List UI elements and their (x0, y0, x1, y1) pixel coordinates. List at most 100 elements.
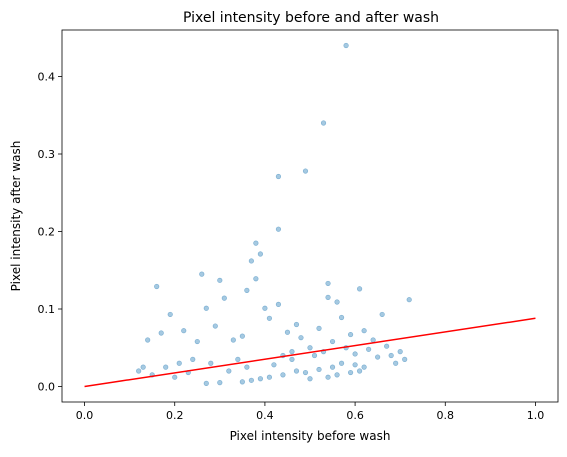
x-tick-label: 0.0 (76, 409, 94, 422)
y-tick-label: 0.4 (38, 71, 56, 84)
y-tick-label: 0.0 (38, 381, 56, 394)
data-point (222, 296, 227, 301)
y-axis-ticks: 0.0 0.1 0.2 0.3 0.4 (38, 71, 63, 394)
data-point (326, 281, 331, 286)
data-point (312, 353, 317, 358)
x-tick-label: 1.0 (527, 409, 545, 422)
data-point (407, 297, 412, 302)
y-axis-label: Pixel intensity after wash (9, 141, 23, 292)
data-point (163, 365, 168, 370)
data-point (276, 227, 281, 232)
data-point (281, 373, 286, 378)
data-point (362, 365, 367, 370)
data-point (402, 357, 407, 362)
x-tick-label: 0.4 (256, 409, 274, 422)
data-point (321, 121, 326, 126)
data-point (249, 259, 254, 264)
data-point (245, 288, 250, 293)
data-point (172, 375, 177, 380)
data-point (240, 380, 245, 385)
data-point (326, 295, 331, 300)
data-point (159, 331, 164, 336)
data-point (258, 376, 263, 381)
data-point (136, 369, 141, 374)
data-point (263, 306, 268, 311)
data-point (267, 375, 272, 380)
data-point (393, 361, 398, 366)
data-point (326, 375, 331, 380)
data-point (249, 378, 254, 383)
points-layer (136, 43, 411, 386)
data-point (227, 369, 232, 374)
data-point (213, 324, 218, 329)
data-point (276, 302, 281, 307)
data-point (290, 357, 295, 362)
data-point (258, 252, 263, 257)
y-tick-label: 0.3 (38, 148, 56, 161)
chart-title: Pixel intensity before and after wash (183, 10, 439, 26)
data-point (177, 361, 182, 366)
data-point (335, 373, 340, 378)
data-point (339, 315, 344, 320)
data-point (308, 345, 313, 350)
data-point (344, 43, 349, 48)
data-point (294, 322, 299, 327)
data-point (272, 363, 277, 368)
data-point (231, 338, 236, 343)
data-point (190, 357, 195, 362)
data-point (240, 334, 245, 339)
data-point (389, 353, 394, 358)
data-point (218, 380, 223, 385)
data-point (204, 306, 209, 311)
data-point (353, 352, 358, 357)
x-axis-label: Pixel intensity before wash (230, 429, 391, 443)
data-point (209, 361, 214, 366)
data-point (303, 169, 308, 174)
data-point (285, 330, 290, 335)
data-point (353, 363, 358, 368)
data-point (199, 272, 204, 277)
x-axis-ticks: 0.0 0.2 0.4 0.6 0.8 1.0 (76, 402, 544, 422)
data-point (308, 376, 313, 381)
data-point (154, 284, 159, 289)
y-tick-label: 0.1 (38, 303, 56, 316)
data-point (398, 349, 403, 354)
data-point (366, 347, 371, 352)
x-tick-label: 0.8 (437, 409, 455, 422)
data-point (254, 241, 259, 246)
data-point (145, 338, 150, 343)
data-point (339, 361, 344, 366)
data-point (290, 349, 295, 354)
data-point (375, 355, 380, 360)
data-point (236, 357, 241, 362)
data-point (362, 328, 367, 333)
data-point (348, 370, 353, 375)
data-point (195, 339, 200, 344)
data-point (348, 332, 353, 337)
data-point (181, 328, 186, 333)
data-point (254, 276, 259, 281)
y-tick-label: 0.2 (38, 226, 56, 239)
data-point (371, 338, 376, 343)
data-point (218, 278, 223, 283)
data-point (168, 312, 173, 317)
data-point (335, 300, 340, 305)
data-point (330, 365, 335, 370)
data-point (357, 287, 362, 292)
x-tick-label: 0.6 (346, 409, 364, 422)
x-tick-label: 0.2 (166, 409, 184, 422)
data-point (141, 365, 146, 370)
data-point (245, 365, 250, 370)
data-point (317, 326, 322, 331)
data-point (317, 367, 322, 372)
data-point (380, 312, 385, 317)
data-point (357, 369, 362, 374)
data-point (384, 344, 389, 349)
data-point (204, 381, 209, 386)
data-point (267, 316, 272, 321)
data-point (299, 335, 304, 340)
data-point (276, 174, 281, 179)
data-point (303, 370, 308, 375)
